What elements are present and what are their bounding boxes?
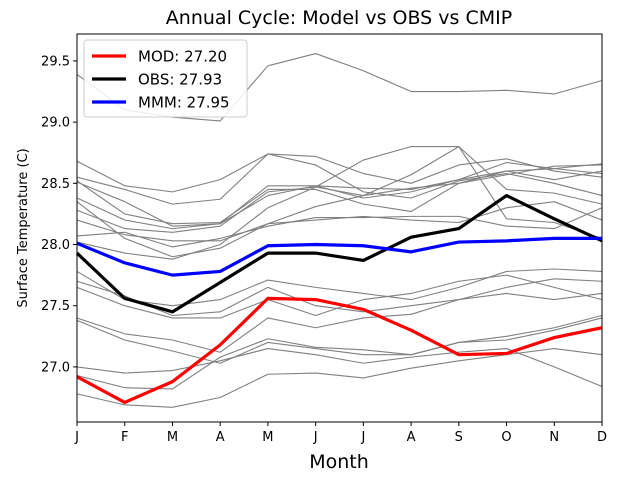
cmip-member-line-9 bbox=[76, 161, 603, 227]
cmip-member-line-17 bbox=[76, 314, 603, 390]
legend-label-mod: MOD: 27.20 bbox=[138, 48, 227, 66]
y-axis: 27.0 27.5 28.0 28.5 29.0 29.5 bbox=[41, 54, 77, 375]
x-tick-label: M bbox=[262, 430, 273, 445]
series-line-mod bbox=[76, 296, 603, 405]
chart-title: Annual Cycle: Model vs OBS vs CMIP bbox=[166, 7, 512, 29]
x-tick-label: F bbox=[121, 430, 128, 445]
legend-box bbox=[83, 39, 248, 118]
y-tick-label: 29.5 bbox=[41, 54, 70, 69]
y-tick-label: 29.0 bbox=[41, 116, 70, 131]
y-tick-label: 27.0 bbox=[41, 360, 70, 375]
x-tick-label: O bbox=[501, 430, 511, 445]
cmip-member-line-6 bbox=[76, 207, 603, 248]
y-axis-label: Surface Temperature (C) bbox=[16, 148, 31, 307]
x-tick-label: M bbox=[167, 430, 178, 445]
legend-label-mmm: MMM: 27.95 bbox=[138, 94, 230, 112]
series-line-obs bbox=[75, 193, 603, 314]
legend-label-obs: OBS: 27.93 bbox=[138, 71, 222, 89]
cmip-member-line-5 bbox=[76, 170, 603, 230]
cmip-member-line-8 bbox=[76, 164, 603, 233]
cmip-member-line-10 bbox=[76, 146, 603, 242]
cmip-member-line-11 bbox=[76, 146, 603, 260]
cmip-member-line-7 bbox=[76, 201, 603, 258]
x-tick-label: J bbox=[313, 430, 318, 445]
y-tick-label: 28.0 bbox=[41, 238, 70, 253]
cmip-member-line-18 bbox=[76, 348, 603, 408]
x-tick-label: A bbox=[216, 430, 225, 445]
cmip-member-line-2 bbox=[76, 153, 603, 193]
x-tick-label: S bbox=[455, 430, 463, 445]
cmip-member-line-15 bbox=[76, 292, 603, 353]
x-tick-label: N bbox=[549, 430, 559, 445]
axes-frame bbox=[76, 33, 603, 423]
series-line-mmm bbox=[76, 236, 602, 277]
x-tick-label: A bbox=[407, 430, 416, 445]
x-tick-label: J bbox=[74, 430, 79, 445]
cmip-member-line-13 bbox=[76, 278, 603, 317]
x-axis-label: Month bbox=[309, 451, 369, 473]
x-tick-label: J bbox=[360, 430, 365, 445]
cmip-member-line-14 bbox=[76, 274, 603, 319]
plot-area bbox=[75, 53, 603, 408]
cmip-member-line-12 bbox=[76, 268, 603, 307]
y-tick-label: 28.5 bbox=[41, 177, 70, 192]
x-tick-label: D bbox=[597, 430, 607, 445]
cmip-member-line-3 bbox=[76, 153, 603, 205]
cmip-member-line-16 bbox=[76, 317, 603, 364]
y-tick-label: 27.5 bbox=[41, 299, 70, 314]
legend: MOD: 27.20 OBS: 27.93 MMM: 27.95 bbox=[83, 39, 248, 118]
